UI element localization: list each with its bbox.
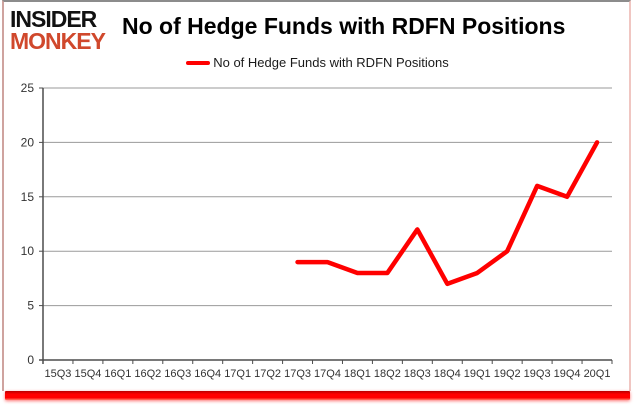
x-axis-label: 19Q1 (464, 368, 491, 380)
chart-title: No of Hedge Funds with RDFN Positions (122, 13, 566, 39)
x-axis-label: 16Q1 (104, 368, 131, 380)
x-axis-label: 18Q1 (344, 368, 371, 380)
x-axis-label: 16Q4 (194, 368, 221, 380)
legend-line-swatch (186, 60, 211, 65)
x-axis-label: 18Q2 (374, 368, 401, 380)
x-axis-label: 17Q4 (314, 368, 341, 380)
chart-card-frame (2, 0, 631, 391)
bottom-red-bar (5, 391, 630, 400)
y-axis-label: 15 (21, 190, 35, 204)
logo-line-insider: INSIDER (10, 6, 97, 32)
insider-monkey-logo: INSIDER MONKEY (10, 6, 106, 54)
x-axis-label: 16Q3 (164, 368, 191, 380)
x-axis-label: 18Q4 (434, 368, 461, 380)
y-axis-label: 20 (21, 135, 35, 149)
y-axis-label: 0 (27, 353, 34, 367)
y-axis-label: 10 (21, 244, 35, 258)
series-line (295, 140, 600, 287)
x-axis-label: 19Q2 (494, 368, 521, 380)
x-axis-label: 15Q3 (45, 368, 72, 380)
x-axis-label: 19Q4 (554, 368, 581, 380)
x-axis-label: 17Q1 (224, 368, 251, 380)
x-axis-label: 17Q2 (254, 368, 281, 380)
x-axis-label: 18Q3 (404, 368, 431, 380)
x-axis-label: 15Q4 (74, 368, 101, 380)
x-axis-label: 19Q3 (524, 368, 551, 380)
legend: No of Hedge Funds with RDFN Positions (0, 55, 635, 70)
x-axis-label: 20Q1 (584, 368, 611, 380)
legend-label: No of Hedge Funds with RDFN Positions (213, 55, 449, 70)
y-axis-label: 25 (21, 81, 35, 95)
y-axis-label: 5 (27, 299, 34, 313)
logo-line-monkey: MONKEY (10, 27, 106, 54)
x-axis-label: 16Q2 (134, 368, 161, 380)
x-axis-label: 17Q3 (284, 368, 311, 380)
